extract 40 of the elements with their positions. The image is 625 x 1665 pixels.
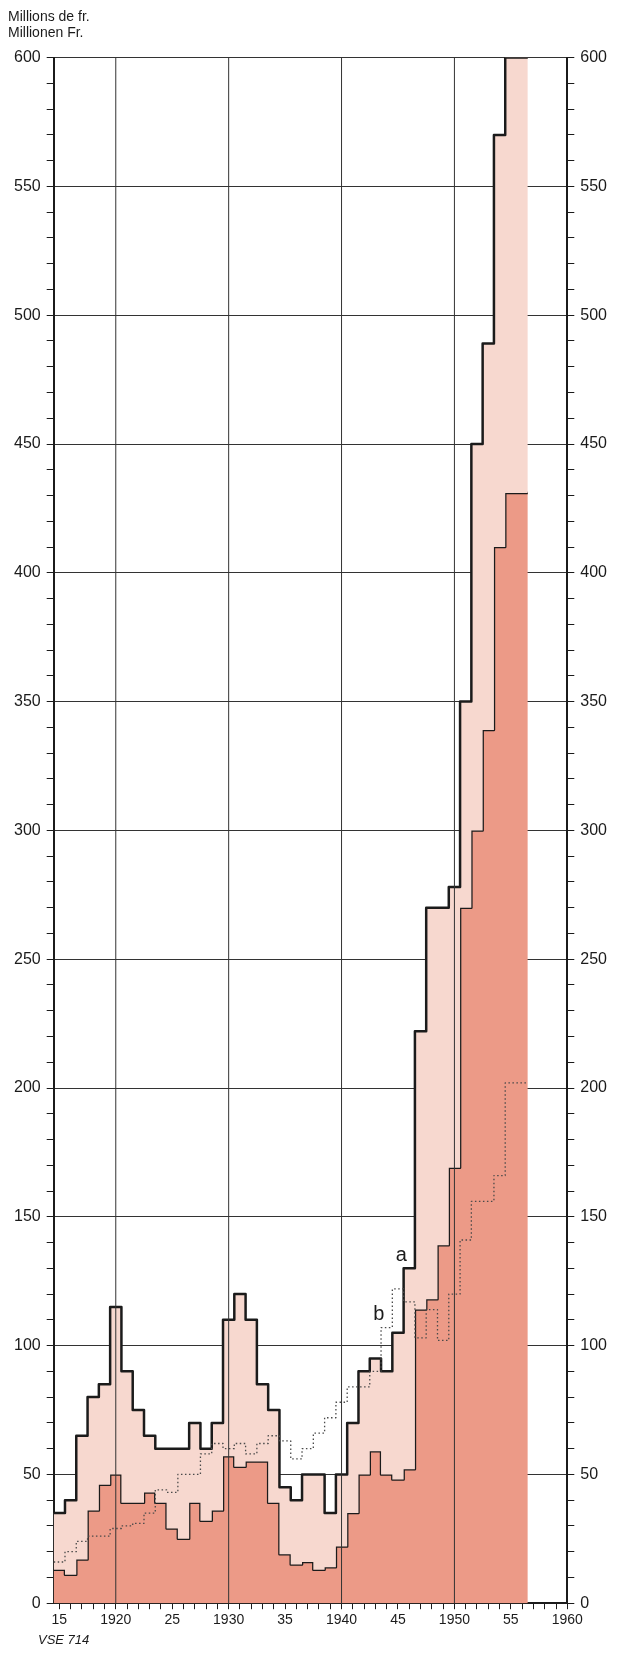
y2-tick-label: 450 — [580, 434, 608, 452]
annotation: a — [395, 1242, 408, 1265]
x-tick-label: 1930 — [213, 1611, 245, 1628]
text: VSE 714 — [38, 1632, 91, 1647]
x-tick-label: 1920 — [100, 1611, 132, 1628]
y2-tick-label: 0 — [580, 1593, 590, 1611]
y2-tick-label: 350 — [580, 692, 608, 710]
y2-tick-label: 200 — [580, 1078, 608, 1096]
x-tick-label: 45 — [390, 1611, 406, 1628]
y-tick-label: 600 — [13, 48, 41, 66]
x-tick-label: 1950 — [438, 1611, 471, 1628]
y-tick-label: 250 — [13, 949, 41, 967]
y-tick-label: 400 — [13, 563, 41, 581]
y-tick-label: 500 — [13, 305, 41, 323]
y-tick-label: 350 — [13, 692, 41, 710]
y-tick-label: 150 — [13, 1207, 41, 1225]
y-tick-label: 50 — [22, 1464, 41, 1482]
y2-tick-label: 50 — [580, 1464, 599, 1482]
x-tick-label: 55 — [503, 1611, 519, 1628]
y2-tick-label: 100 — [580, 1336, 608, 1354]
y2-tick-label: 550 — [580, 176, 608, 194]
y-axis-title: Millions de fr. Millionen Fr. — [8, 8, 91, 40]
y2-tick-label: 250 — [580, 949, 608, 967]
y-tick-label: 450 — [13, 434, 41, 452]
y2-tick-label: 400 — [580, 563, 608, 581]
annotation: b — [373, 1302, 385, 1325]
y2-tick-label: 300 — [580, 820, 608, 838]
x-tick-label: 1960 — [551, 1611, 584, 1628]
y2-tick-label: 600 — [580, 48, 608, 66]
y-tick-label: 550 — [13, 176, 41, 194]
y-tick-label: 0 — [31, 1593, 41, 1611]
x-tick-label: 25 — [164, 1611, 181, 1628]
x-tick-label: 1940 — [325, 1611, 358, 1628]
x-tick-label: 15 — [51, 1611, 68, 1628]
y-tick-label: 100 — [13, 1336, 41, 1354]
y2-tick-label: 150 — [580, 1207, 608, 1225]
x-tick-label: 35 — [277, 1611, 294, 1628]
y2-tick-label: 500 — [580, 305, 608, 323]
y-tick-label: 200 — [13, 1078, 41, 1096]
y-tick-label: 300 — [13, 820, 41, 838]
